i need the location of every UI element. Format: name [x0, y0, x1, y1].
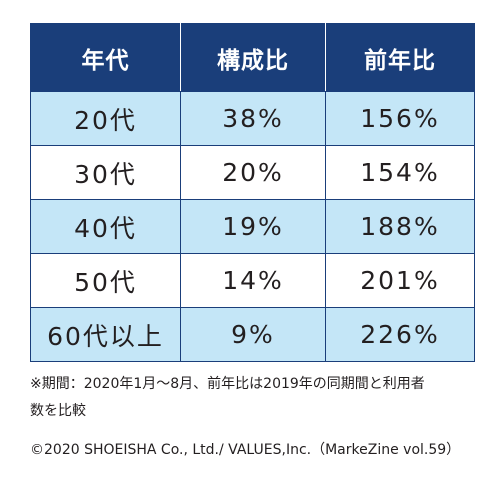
table-row: 60代以上 9% 226%	[30, 307, 475, 362]
cell-composition-ratio: 14%	[180, 253, 326, 308]
footnote: ※期間：2020年1月～8月、前年比は2019年の同期間と利用者 数を比較	[30, 371, 480, 425]
cell-age-group: 50代	[30, 253, 181, 308]
cell-yoy-ratio: 188%	[325, 199, 475, 254]
cell-composition-ratio: 19%	[180, 199, 326, 254]
cell-age-group: 20代	[30, 91, 181, 146]
cell-age-group: 40代	[30, 199, 181, 254]
data-table: 年代 構成比 前年比 20代 38% 156% 30代 20% 154% 40代…	[30, 23, 475, 362]
cell-composition-ratio: 9%	[180, 307, 326, 362]
cell-age-group: 60代以上	[30, 307, 181, 362]
cell-age-group: 30代	[30, 145, 181, 200]
cell-composition-ratio: 38%	[180, 91, 326, 146]
cell-yoy-ratio: 156%	[325, 91, 475, 146]
copyright-notice: ©2020 SHOEISHA Co., Ltd./ VALUES,Inc.（Ma…	[30, 442, 461, 458]
table-row: 20代 38% 156%	[30, 91, 475, 146]
header-composition-ratio: 構成比	[180, 23, 326, 92]
cell-yoy-ratio: 154%	[325, 145, 475, 200]
header-yoy-ratio: 前年比	[325, 23, 475, 92]
header-age-group: 年代	[30, 23, 181, 92]
table-header-row: 年代 構成比 前年比	[30, 23, 475, 92]
cell-composition-ratio: 20%	[180, 145, 326, 200]
table-row: 40代 19% 188%	[30, 199, 475, 254]
cell-yoy-ratio: 226%	[325, 307, 475, 362]
table-row: 30代 20% 154%	[30, 145, 475, 200]
cell-yoy-ratio: 201%	[325, 253, 475, 308]
footnote-line-1: ※期間：2020年1月～8月、前年比は2019年の同期間と利用者	[30, 376, 425, 392]
table-row: 50代 14% 201%	[30, 253, 475, 308]
footnote-line-2: 数を比較	[30, 403, 86, 419]
data-table-container: 年代 構成比 前年比 20代 38% 156% 30代 20% 154% 40代…	[30, 23, 475, 362]
